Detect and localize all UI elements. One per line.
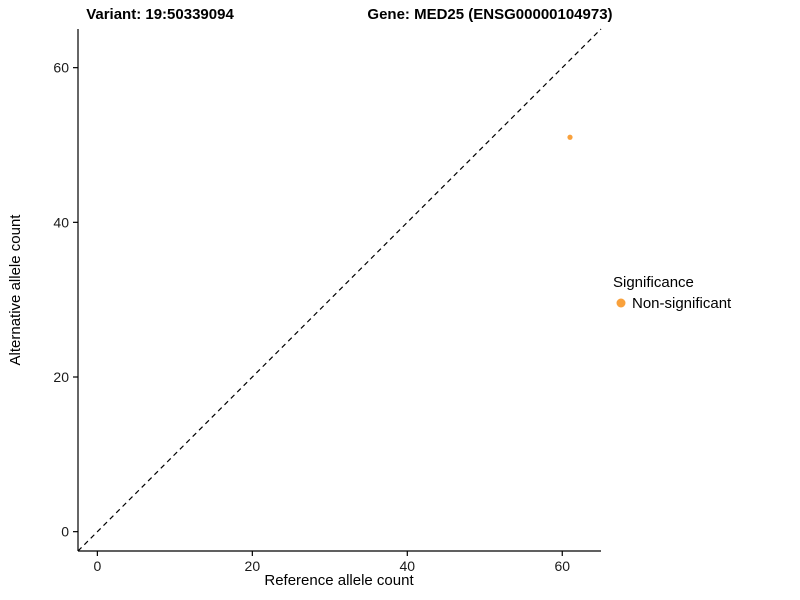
- plot-title-variant: Variant: 19:50339094: [86, 6, 234, 23]
- x-axis-ticks: 0 20 40 60: [93, 551, 570, 574]
- legend-entry-label: Non-significant: [632, 295, 732, 312]
- x-tick-label: 60: [554, 558, 570, 574]
- y-axis-ticks: 0 20 40 60: [53, 60, 78, 540]
- data-points: [567, 134, 573, 140]
- plot-title-gene: Gene: MED25 (ENSG00000104973): [367, 6, 612, 23]
- y-tick-label: 0: [61, 524, 69, 540]
- legend: Significance Non-significant: [613, 274, 732, 312]
- x-tick-label: 0: [93, 558, 101, 574]
- data-point: [567, 134, 573, 140]
- y-tick-label: 20: [53, 369, 69, 385]
- legend-title: Significance: [613, 274, 694, 291]
- x-axis-label: Reference allele count: [264, 572, 414, 589]
- y-tick-label: 40: [53, 214, 69, 230]
- y-axis-label: Alternative allele count: [7, 214, 24, 366]
- y-tick-label: 60: [53, 60, 69, 76]
- x-tick-label: 20: [245, 558, 261, 574]
- identity-line: [77, 28, 602, 552]
- legend-entries: Non-significant: [616, 295, 732, 312]
- x-tick-label: 40: [400, 558, 416, 574]
- legend-swatch: [616, 298, 626, 308]
